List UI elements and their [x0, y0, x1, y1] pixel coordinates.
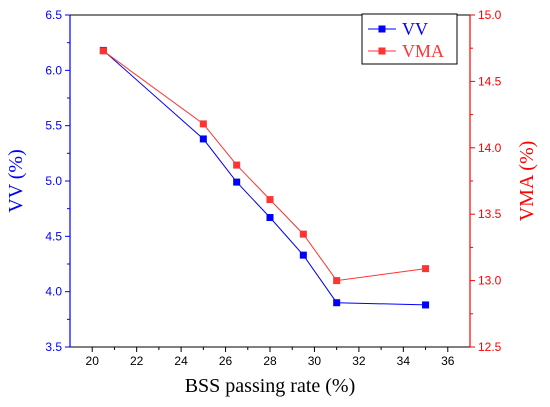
x-tick-label: 28 — [263, 354, 277, 368]
legend-marker-vma — [378, 47, 386, 55]
y-left-tick-label: 4.5 — [45, 229, 62, 243]
legend-box — [361, 13, 458, 65]
x-tick-label: 20 — [86, 354, 100, 368]
x-tick-label: 26 — [219, 354, 233, 368]
data-point-vv — [422, 301, 430, 309]
data-point-vma — [199, 120, 207, 128]
data-point-vv — [233, 178, 241, 186]
plot-frame — [69, 14, 471, 348]
x-tick-label: 36 — [441, 354, 455, 368]
y-right-tick-label: 13.0 — [478, 274, 502, 288]
x-tick-label: 34 — [397, 354, 411, 368]
data-point-vma — [422, 265, 430, 273]
x-tick-label: 32 — [352, 354, 366, 368]
legend-marker-vv — [378, 25, 386, 33]
x-tick-label: 24 — [174, 354, 188, 368]
data-point-vv — [299, 251, 307, 259]
data-point-vma — [99, 47, 107, 55]
data-point-vma — [266, 196, 274, 204]
y-left-tick-label: 6.0 — [45, 63, 62, 77]
data-point-vma — [333, 277, 341, 285]
data-point-vv — [199, 135, 207, 143]
y-left-tick-label: 4.0 — [45, 285, 62, 299]
x-axis: 20 22 24 26 28 30 32 34 36 — [86, 347, 455, 368]
y-right-tick-label: 12.5 — [478, 340, 502, 354]
y-left-tick-label: 5.0 — [45, 174, 62, 188]
data-point-vv — [333, 299, 341, 307]
y-axis-left: 3.5 4.0 4.5 5.0 5.5 6.0 6.5 — [45, 8, 70, 354]
x-tick-label: 30 — [308, 354, 322, 368]
series-layer — [99, 46, 430, 309]
y-left-tick-label: 5.5 — [45, 119, 62, 133]
x-axis-title: BSS passing rate (%) — [185, 375, 356, 397]
y-left-axis-title: VV (%) — [5, 149, 27, 213]
y-right-tick-label: 15.0 — [478, 8, 502, 22]
series-line-vma — [103, 50, 426, 282]
y-right-axis-title: VMA (%) — [516, 141, 538, 222]
y-axis-right: 12.5 13.0 13.5 14.0 14.5 15.0 — [470, 8, 502, 354]
series-line-vv — [102, 50, 426, 306]
x-tick-label: 22 — [130, 354, 144, 368]
y-left-tick-label: 3.5 — [45, 340, 62, 354]
y-right-tick-label: 13.5 — [478, 207, 502, 221]
y-left-tick-label: 6.5 — [45, 8, 62, 22]
data-point-vv — [266, 214, 274, 222]
legend-label-vv: VV — [402, 19, 428, 39]
legend-label-vma: VMA — [402, 41, 444, 61]
data-point-vma — [299, 230, 307, 238]
y-right-tick-label: 14.0 — [478, 141, 502, 155]
data-point-vma — [233, 161, 241, 169]
axis-titles: BSS passing rate (%) VV (%) VMA (%) — [5, 141, 538, 397]
y-right-tick-label: 14.5 — [478, 74, 502, 88]
